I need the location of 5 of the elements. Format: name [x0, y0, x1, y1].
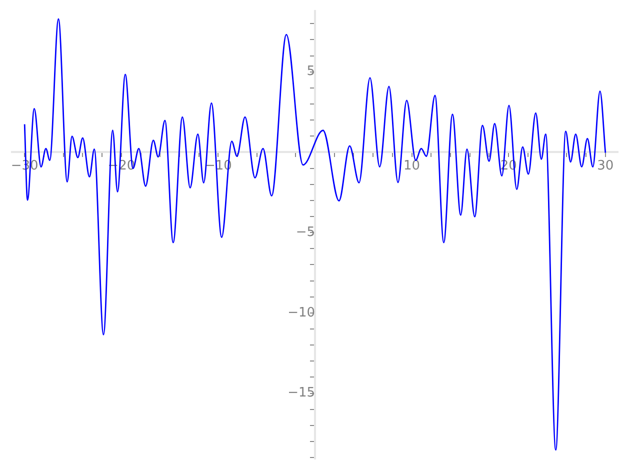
y-tick-label: −5	[296, 224, 315, 240]
x-tick-label: 10	[404, 158, 420, 174]
y-tick-label: −10	[288, 305, 315, 320]
y-tick-label: −15	[288, 386, 315, 401]
x-tick-label: 30	[597, 158, 614, 174]
